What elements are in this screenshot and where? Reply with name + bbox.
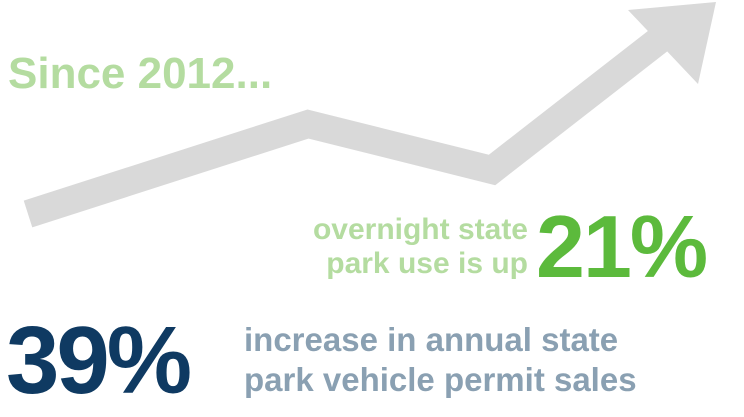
- overnight-use-percent: 21%: [536, 197, 708, 296]
- permit-sales-caption-line2: park vehicle permit sales: [244, 361, 637, 398]
- overnight-use-caption: overnight state park use is up: [190, 213, 528, 281]
- overnight-use-caption-line2: park use is up: [326, 247, 528, 280]
- permit-sales-percent: 39%: [6, 307, 192, 414]
- permit-sales-caption: increase in annual state park vehicle pe…: [244, 320, 637, 400]
- headline: Since 2012...: [8, 49, 273, 98]
- trend-arrow-shaft: [23, 18, 681, 228]
- permit-sales-caption-line1: increase in annual state: [244, 321, 619, 358]
- overnight-use-caption-line1: overnight state: [312, 213, 528, 246]
- trend-arrow-head: [628, 2, 716, 84]
